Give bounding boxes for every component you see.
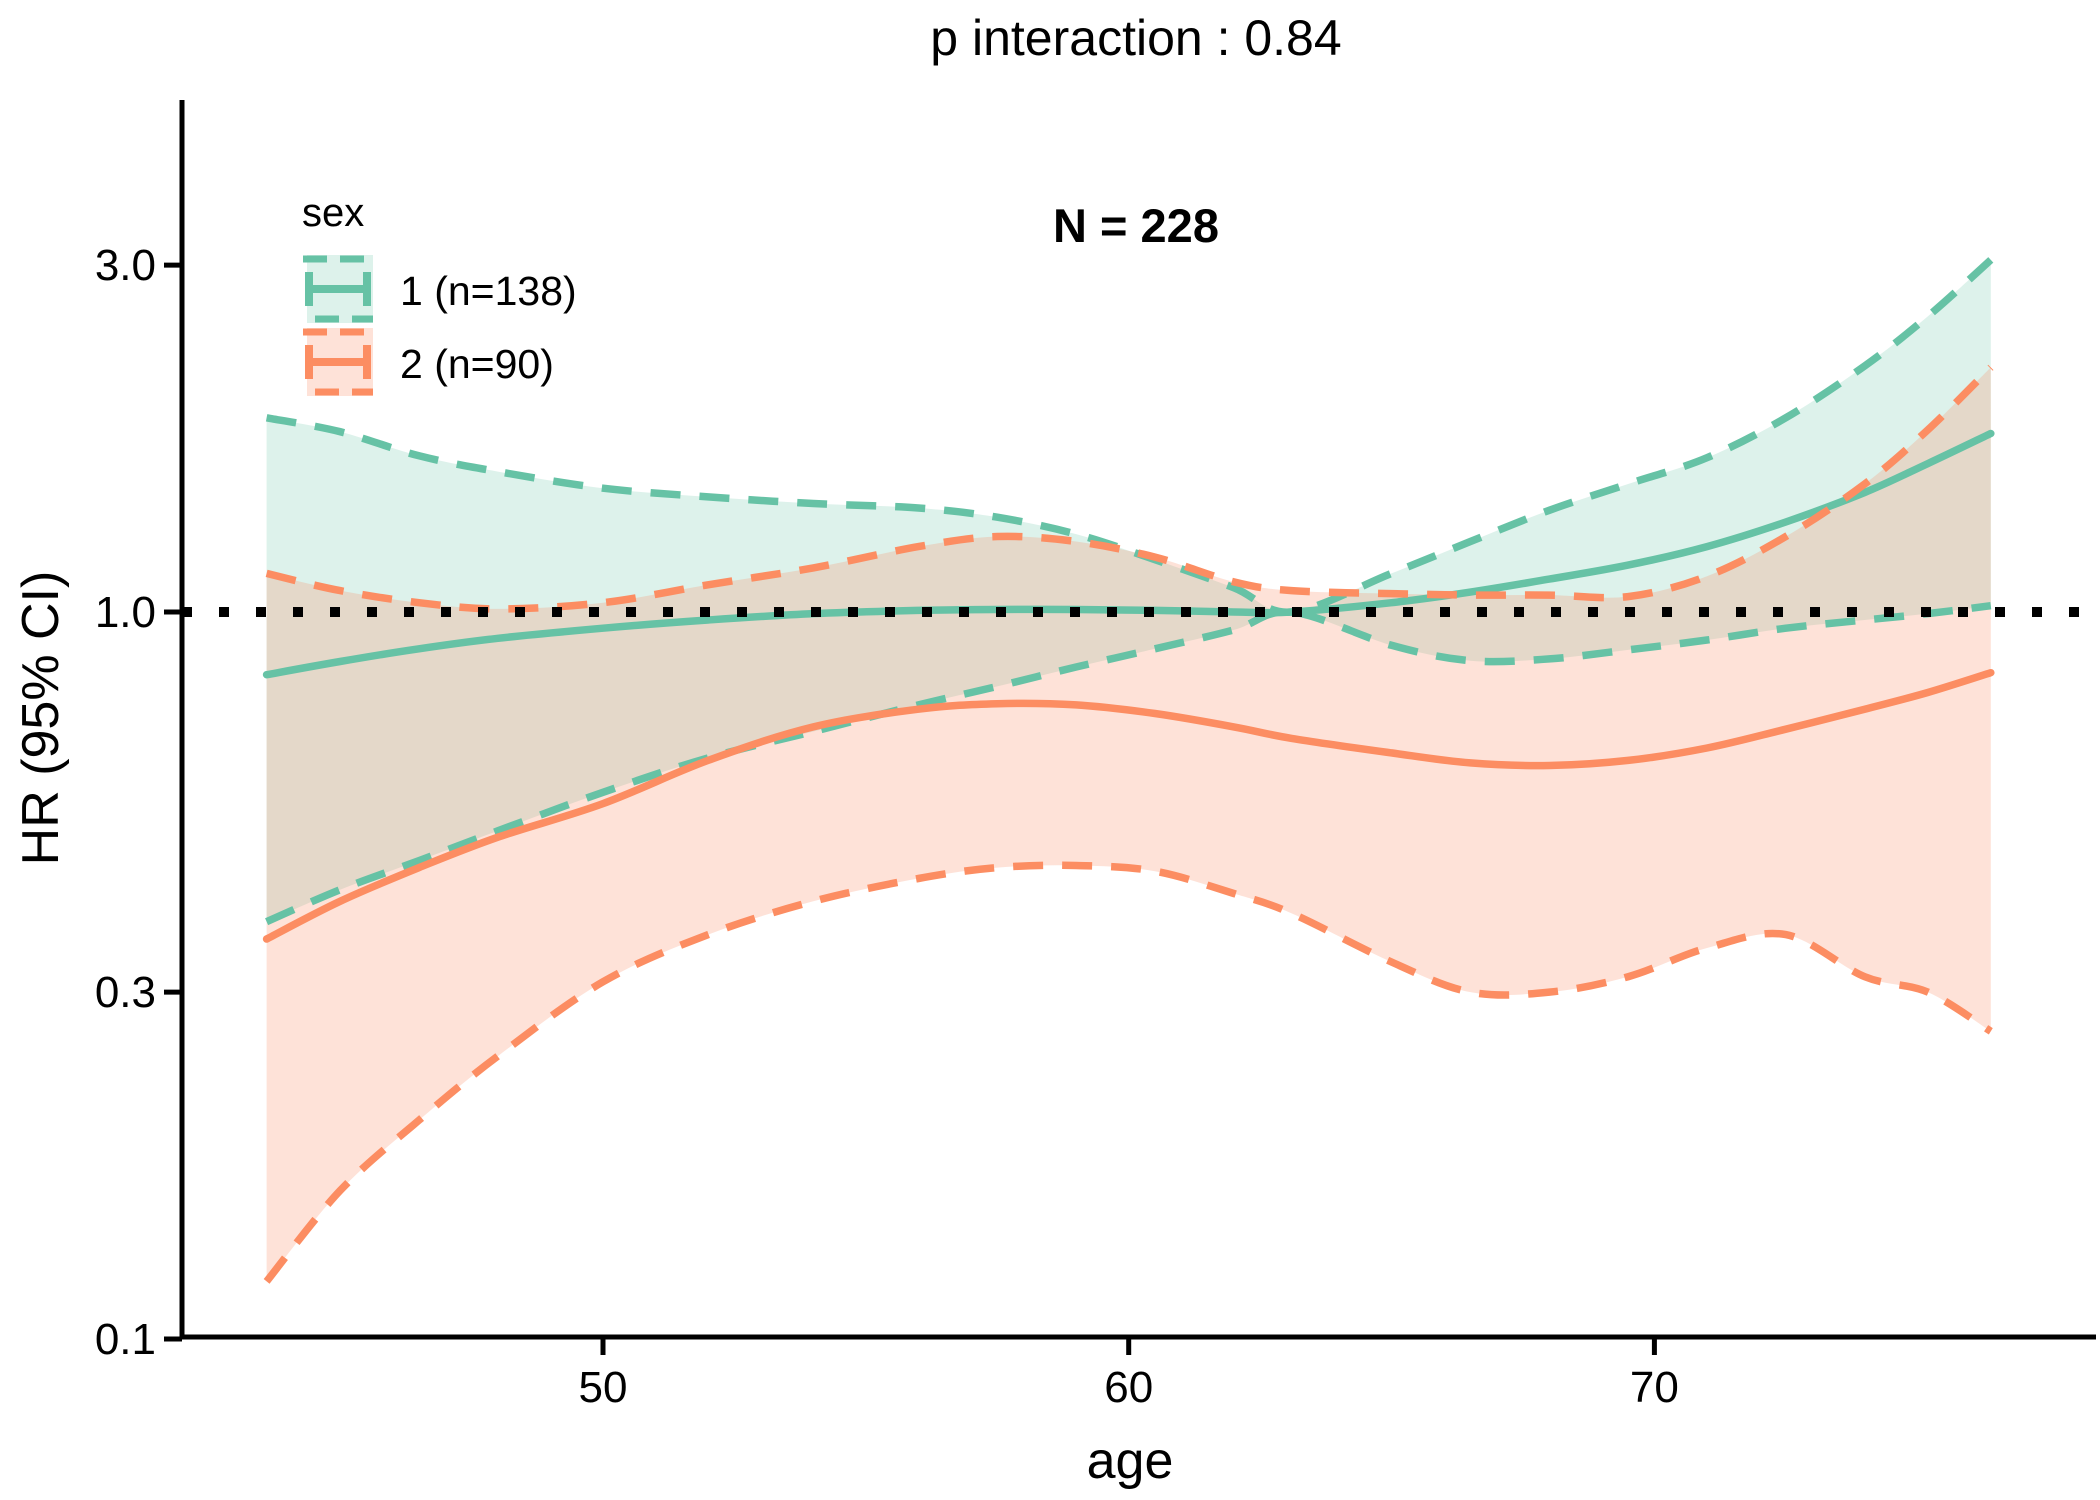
hr-estimate-sex=1 [262,429,1995,679]
y-tick-label: 1.0 [95,588,156,637]
axes [164,100,2096,1355]
y-tick-label: 0.1 [95,1315,156,1364]
y-tick-label: 3.0 [95,241,156,290]
x-tick-label: 50 [579,1363,628,1412]
hr-estimate-sex=2 [262,668,1995,943]
confidence-ribbons [266,259,1991,1282]
x-tick-label: 70 [1630,1363,1679,1412]
legend-label-sex2: 2 (n=90) [400,341,554,387]
x-tick-label: 60 [1104,1363,1153,1412]
ci-ribbon-sex=2 [266,367,1991,1282]
sample-size-annotation: N = 228 [1053,199,1219,252]
plot-title: p interaction : 0.84 [930,10,1341,66]
ci-lower-sex=1 [265,601,1992,926]
legend-label-sex1: 1 (n=138) [400,268,577,314]
tick-labels: 3.0 1.0 0.3 0.1 50 60 70 [95,241,1679,1412]
x-axis-title: age [1087,1432,1174,1490]
ci-upper-sex=2 [265,364,1994,613]
ci-lower-sex=2 [263,861,1993,1284]
y-tick-label: 0.3 [95,968,156,1017]
legend-title: sex [302,191,364,235]
y-axis-title: HR (95% CI) [12,571,70,866]
hr-curves [262,257,1995,1284]
ci-ribbon-sex=1 [266,259,1991,922]
legend-key-sex1 [303,255,373,323]
legend-key-sex2 [303,328,373,396]
legend: sex 1 (n=138) 2 (n=90) [302,191,577,396]
